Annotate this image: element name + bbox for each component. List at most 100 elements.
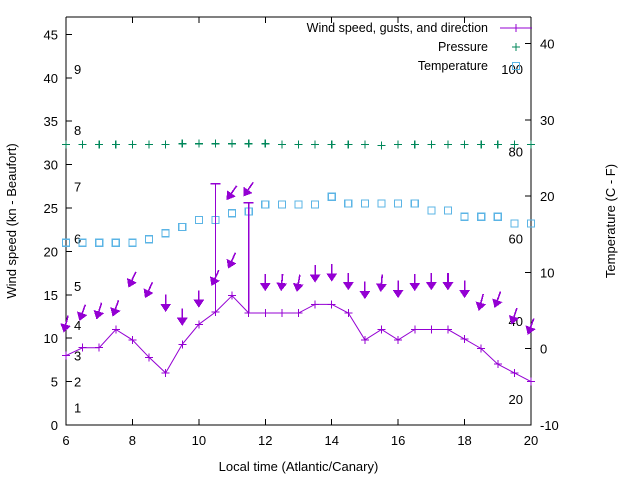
- temperature-point: [144, 235, 154, 244]
- x-tick-label: 6: [62, 433, 69, 448]
- temperature-point: [493, 212, 502, 221]
- wind-direction-arrow: [209, 269, 220, 286]
- temperature-point: [427, 206, 436, 215]
- y-tick-label: 45: [44, 27, 58, 42]
- arrow-head: [209, 276, 220, 286]
- x-axis-title: Local time (Atlantic/Canary): [219, 459, 379, 474]
- inner-right-label: 20: [509, 392, 523, 407]
- temperature-point: [327, 192, 336, 201]
- wind-direction-arrow: [475, 293, 487, 311]
- y2-tick-label: 0: [540, 342, 547, 357]
- y2-tick-label: 20: [540, 189, 554, 204]
- arrow-head: [292, 282, 304, 292]
- arrow-head: [508, 315, 520, 325]
- temperature-point: [360, 199, 370, 208]
- y-tick-label: 40: [44, 71, 58, 86]
- y-tick-label: 35: [44, 114, 58, 129]
- arrow-head: [143, 288, 154, 299]
- wind-direction-arrow: [110, 300, 121, 317]
- wind-direction-arrow: [126, 271, 137, 288]
- beaufort-label: 6: [74, 231, 81, 246]
- arrow-head: [226, 258, 237, 269]
- wind-direction-arrow: [392, 280, 404, 299]
- x-tick-label: 10: [192, 433, 206, 448]
- temperature-point: [460, 212, 469, 221]
- arrow-head: [459, 289, 471, 299]
- arrow-head: [193, 299, 205, 308]
- x-tick-label: 20: [524, 433, 538, 448]
- x-tick-label: 12: [258, 433, 272, 448]
- wind-direction-arrow: [508, 307, 520, 325]
- legend-label: Wind speed, gusts, and direction: [307, 21, 488, 35]
- arrow-head: [276, 282, 288, 292]
- x-axis-ticks: 6 8 10 12 14 16 18 20: [62, 17, 538, 448]
- y-tick-label: 10: [44, 331, 58, 346]
- wind-direction-arrow: [243, 181, 254, 197]
- axis-titles: Local time (Atlantic/Canary) Wind speed (…: [4, 143, 618, 474]
- beaufort-label: 5: [74, 279, 81, 294]
- arrow-head: [60, 323, 71, 333]
- x-tick-label: 16: [391, 433, 405, 448]
- temperature-point: [410, 199, 419, 208]
- arrow-head: [492, 298, 503, 309]
- temperature-point: [294, 200, 303, 209]
- temperature-point: [443, 206, 453, 215]
- y-tick-label: 15: [44, 288, 58, 303]
- wind-direction-arrow: [409, 273, 421, 292]
- beaufort-label: 8: [74, 123, 81, 138]
- wind-direction-arrow: [342, 272, 354, 291]
- temperature-point: [510, 219, 519, 228]
- wind-direction-arrow: [193, 290, 205, 308]
- wind-direction-arrow: [442, 272, 454, 291]
- beaufort-label: 2: [74, 375, 81, 390]
- legend-temperature-marker: [511, 61, 521, 71]
- arrow-head: [110, 307, 121, 317]
- arrow-head: [243, 186, 253, 197]
- temperature-point: [377, 199, 386, 208]
- beaufort-label: 4: [74, 318, 81, 333]
- y-tick-label: 20: [44, 244, 58, 259]
- frame-path: [65, 17, 532, 426]
- arrow-head: [525, 325, 536, 335]
- arrow-head: [77, 311, 88, 322]
- wind-direction-arrow: [259, 273, 271, 292]
- beaufort-label: 3: [74, 349, 81, 364]
- legend-spacer: [230, 13, 520, 14]
- wind-direction-arrow: [326, 264, 338, 282]
- y2-tick-label: 40: [540, 37, 554, 52]
- wind-direction-arrow: [226, 252, 237, 269]
- temperature-point: [161, 229, 170, 238]
- arrow-head: [442, 282, 454, 291]
- temperature-point: [78, 238, 87, 247]
- wind-direction-arrow: [525, 318, 536, 335]
- temperature-point: [95, 238, 104, 247]
- wind-direction-arrow: [60, 315, 71, 333]
- y-axis-title: Wind speed (kn - Beaufort): [4, 143, 19, 298]
- beaufort-label: 1: [74, 401, 81, 416]
- arrow-head: [93, 309, 105, 320]
- y2-axis-title: Temperature (C - F): [603, 164, 618, 278]
- y2-tick-label: -10: [540, 418, 559, 433]
- beaufort-label: 7: [74, 179, 81, 194]
- x-tick-label: 14: [324, 433, 338, 448]
- wind-direction-arrow: [292, 274, 304, 292]
- inner-right-label: 60: [509, 231, 523, 246]
- arrow-head: [176, 317, 188, 326]
- temperature-point: [111, 238, 120, 247]
- arrow-head: [309, 274, 321, 283]
- plot-frame: [65, 16, 532, 426]
- wind-direction-arrow: [492, 291, 503, 309]
- arrow-head: [226, 190, 236, 201]
- wind-direction-arrow: [176, 308, 188, 326]
- temperature-point: [194, 216, 203, 225]
- wind-direction-arrow: [93, 302, 105, 320]
- pressure-series: [62, 139, 535, 150]
- x-tick-label: 18: [457, 433, 471, 448]
- y2-axis-ticks: -10 0 10 20 30 40: [525, 37, 559, 433]
- temperature-point: [344, 199, 353, 208]
- wind-direction-arrows: [60, 181, 536, 335]
- x-tick-label: 8: [129, 433, 136, 448]
- wind-direction-arrow: [276, 273, 288, 292]
